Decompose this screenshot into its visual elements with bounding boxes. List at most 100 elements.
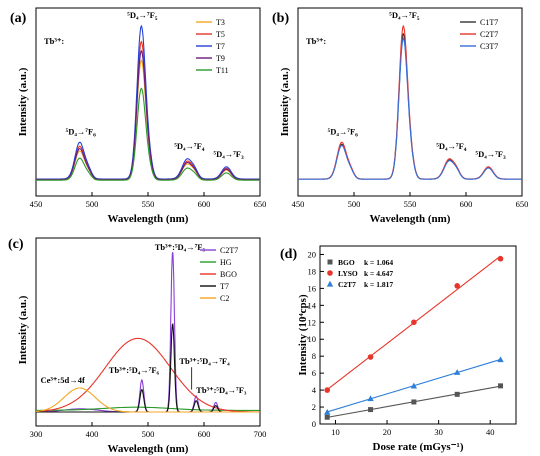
panel-a-x-label: Wavelength (nm)	[108, 213, 189, 225]
y-tick-label: 2	[312, 402, 316, 412]
data-point	[324, 387, 331, 393]
panel-b-x-label: Wavelength (nm)	[370, 213, 451, 225]
x-tick-label: 600	[460, 199, 473, 209]
legend-entry: C2T7	[338, 280, 356, 289]
legend-marker	[327, 270, 333, 276]
panel-a-legend: T3 T5 T7 T9 T11	[196, 18, 229, 75]
transition-label: ⁵D₄→⁷F5	[127, 10, 157, 22]
legend-entry: T5	[216, 30, 225, 39]
panel-d-ticks: 10 20 30 40 0 2 4 6 8 10 12 14 16 18 20	[308, 249, 495, 437]
spectrum-line-t7	[36, 24, 260, 180]
data-point	[410, 382, 418, 389]
legend-slope: k = 1.064	[364, 258, 393, 267]
x-tick-label: 650	[254, 199, 267, 209]
legend-entry: C1T7	[480, 18, 498, 27]
transition-label: ⁵D₄→⁷F4	[174, 141, 204, 153]
x-tick-label: 500	[86, 199, 99, 209]
y-tick-label: 8	[312, 351, 316, 361]
y-tick-label: 10	[308, 334, 317, 344]
annotation-f3: Tb³⁺:⁵D₄→⁷F₃	[196, 385, 247, 395]
legend-entry: C2T7	[220, 246, 238, 255]
panel-c-x-ticks: 300 400 500 600 700	[30, 422, 267, 439]
panel-a-label: (a)	[10, 11, 27, 26]
panel-a-y-label: Intensity (a.u.)	[17, 67, 29, 136]
transition-label: ⁵D₄→⁷F4	[436, 141, 466, 153]
y-tick-label: 6	[312, 368, 316, 378]
panel-a-curves	[36, 24, 260, 181]
transition-label: ⁵D₄→⁷F6	[66, 126, 96, 138]
legend-entry: T7	[216, 42, 225, 51]
y-tick-label: 16	[308, 283, 317, 293]
panel-c-x-label: Wavelength (nm)	[108, 443, 189, 455]
panel-a: (a) 450 500 550 600 650 Tb³⁺: ⁵D₄→⁷F6 ⁵D₄→⁷F5…	[10, 7, 267, 225]
legend-marker	[327, 259, 333, 265]
legend-entry: C2	[220, 294, 229, 303]
panel-d-x-label: Dose rate (mGys⁻¹)	[373, 441, 464, 453]
panel-c-y-label: Intensity (a.u.)	[17, 295, 29, 364]
legend-entry: T3	[216, 18, 225, 27]
x-tick-label: 500	[142, 429, 155, 439]
y-tick-label: 20	[308, 249, 317, 259]
data-point	[498, 383, 504, 389]
panel-b-annotations: ⁵D₄→⁷F6 ⁵D₄→⁷F5 ⁵D₄→⁷F4 ⁵D₄→⁷F3	[328, 10, 506, 161]
y-tick-label: 12	[308, 317, 317, 327]
panel-b-legend: C1T7 C2T7 C3T7	[460, 18, 498, 51]
data-point	[497, 356, 504, 363]
data-point	[411, 319, 417, 326]
x-tick-label: 600	[198, 199, 211, 209]
data-point	[497, 255, 504, 262]
legend-entry: HG	[220, 258, 232, 267]
transition-label: ⁵D₄→⁷F6	[328, 126, 358, 138]
x-tick-label: 300	[30, 429, 43, 439]
legend-entry: BGO	[220, 270, 237, 279]
panel-a-ion-label: Tb³⁺:	[44, 36, 64, 46]
legend-marker	[326, 280, 334, 287]
data-point	[411, 399, 417, 405]
x-tick-label: 40	[486, 427, 495, 437]
legend-slope: k = 1.817	[364, 280, 393, 289]
panel-a-x-ticks: 450 500 550 600 650	[30, 192, 267, 209]
data-point	[454, 369, 461, 375]
panel-d-legend: BGO k = 1.064 LYSO k = 4.647 C2T7 k = 1.817	[326, 258, 393, 289]
annotation-ce: Ce³⁺:5d→4f	[40, 375, 85, 385]
panel-d: (d) 10 20 30 40 0 2 4 6 8 10 12 14 16 18 20 BGO k = 1.0…	[280, 245, 517, 453]
data-point	[367, 395, 374, 402]
panel-b-x-ticks: 450 500 550 600 650	[292, 192, 528, 209]
panel-c-curves	[35, 252, 260, 413]
panel-c-label: (c)	[8, 237, 24, 252]
legend-entry: C3T7	[480, 42, 498, 51]
x-tick-label: 20	[383, 427, 392, 437]
x-tick-label: 600	[198, 429, 211, 439]
x-tick-label: 400	[86, 429, 99, 439]
y-tick-label: 18	[308, 266, 317, 276]
panel-b-ion-label: Tb³⁺:	[306, 36, 326, 46]
spectrum-line-c3t7	[298, 37, 522, 180]
y-tick-label: 0	[312, 419, 316, 429]
legend-entry: T9	[216, 54, 225, 63]
legend-entry: BGO	[338, 258, 355, 267]
annotation-f4: Tb³⁺:⁵D₄→⁷F₄	[179, 356, 230, 366]
panel-c: (c) 300 400 500 600 700 Tb³⁺:⁵D₄→⁷F₅Tb³⁺:⁵D₄…	[8, 237, 266, 455]
transition-label: ⁵D₄→⁷F3	[476, 149, 506, 161]
legend-entry: C2T7	[480, 30, 498, 39]
panel-d-y-label: Intensity (10⁴cps)	[297, 294, 309, 376]
panel-b-label: (b)	[272, 11, 289, 26]
legend-slope: k = 4.647	[364, 269, 393, 278]
legend-entry: LYSO	[338, 269, 358, 278]
legend-entry: T11	[216, 66, 229, 75]
data-point	[454, 283, 461, 289]
x-tick-label: 30	[434, 427, 443, 437]
y-tick-label: 4	[312, 385, 317, 395]
x-tick-label: 450	[30, 199, 43, 209]
x-tick-label: 700	[254, 429, 267, 439]
spectrum-line-bgo	[35, 337, 260, 413]
panel-a-annotations: ⁵D₄→⁷F6 ⁵D₄→⁷F5 ⁵D₄→⁷F4 ⁵D₄→⁷F3	[66, 10, 244, 161]
panel-b: (b) 450 500 550 600 650 Tb³⁺: ⁵D₄→⁷F6 ⁵D₄→⁷F5…	[272, 7, 528, 225]
x-tick-label: 10	[331, 427, 340, 437]
transition-label: ⁵D₄→⁷F5	[389, 10, 419, 22]
transition-label: ⁵D₄→⁷F3	[214, 149, 244, 161]
data-point	[368, 407, 374, 413]
data-point	[367, 354, 374, 360]
x-tick-label: 500	[348, 199, 361, 209]
